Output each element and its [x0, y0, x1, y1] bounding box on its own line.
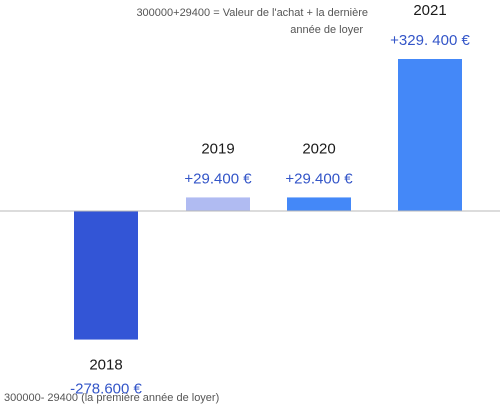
bar-2021 — [398, 59, 462, 211]
value-label-2021: +329. 400 € — [390, 32, 470, 49]
bottom-annotation: 300000- 29400 (la première année de loye… — [4, 392, 219, 404]
category-label-2019: 2019 — [201, 140, 234, 157]
value-label-2020: +29.400 € — [285, 170, 353, 187]
value-label-2018: -278.600 € — [70, 381, 142, 398]
bar-2019 — [186, 197, 250, 211]
bar-2020 — [287, 197, 351, 211]
bar-2018 — [74, 211, 138, 340]
category-label-2018: 2018 — [89, 357, 122, 374]
category-label-2020: 2020 — [302, 140, 335, 157]
category-label-2021: 2021 — [413, 2, 446, 19]
bars-layer: 2018 -278.600 € 2019 +29.400 € 2020 +29.400 €… — [70, 2, 470, 398]
top-annotation-line-1: 300000+29400 = Valeur de l'achat + la de… — [136, 7, 368, 19]
value-label-2019: +29.400 € — [184, 170, 252, 187]
top-annotation-line-2: année de loyer — [290, 24, 363, 36]
